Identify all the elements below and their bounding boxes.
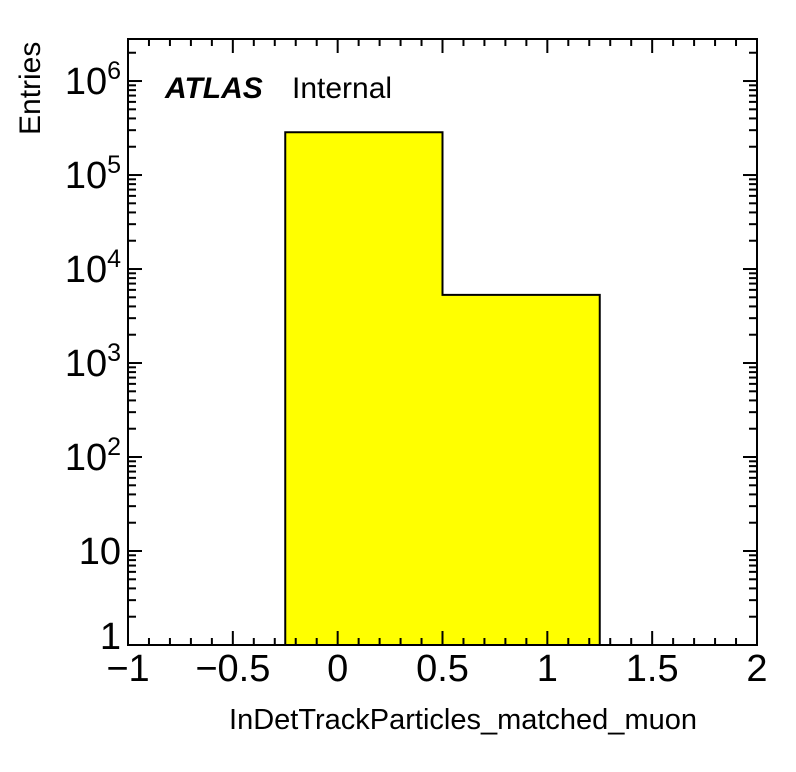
- y-tick-label: 106: [65, 57, 121, 103]
- x-tick-label: 0: [327, 648, 348, 690]
- experiment-label: ATLAS: [164, 72, 263, 105]
- histogram-fill: [285, 132, 600, 645]
- y-tick-label: 102: [65, 433, 121, 479]
- x-tick-label: 0.5: [416, 648, 469, 690]
- x-tick-label: 1: [537, 648, 558, 690]
- histogram-outline: [284, 131, 601, 645]
- y-tick-label: 105: [65, 151, 121, 197]
- x-tick-label: −0.5: [195, 648, 270, 690]
- y-axis-title: Entries: [14, 42, 47, 135]
- y-tick-label: 103: [65, 339, 121, 385]
- y-tick-label: 104: [65, 245, 121, 291]
- x-tick-label: 2: [746, 648, 767, 690]
- x-axis-title: InDetTrackParticles_matched_muon: [229, 704, 697, 736]
- axis-ticks: [127, 39, 758, 646]
- y-tick-label: 1: [100, 616, 121, 658]
- y-tick-label: 10: [79, 531, 121, 573]
- x-tick-label: 1.5: [626, 648, 679, 690]
- histogram-series: [284, 131, 601, 645]
- x-tick-label: −1: [106, 648, 149, 690]
- status-label: Internal: [292, 72, 392, 105]
- axis-tick-labels: −1 −0.5 0 0.5 1 1.5 2 1 10 102 103 104 105 106: [65, 57, 768, 690]
